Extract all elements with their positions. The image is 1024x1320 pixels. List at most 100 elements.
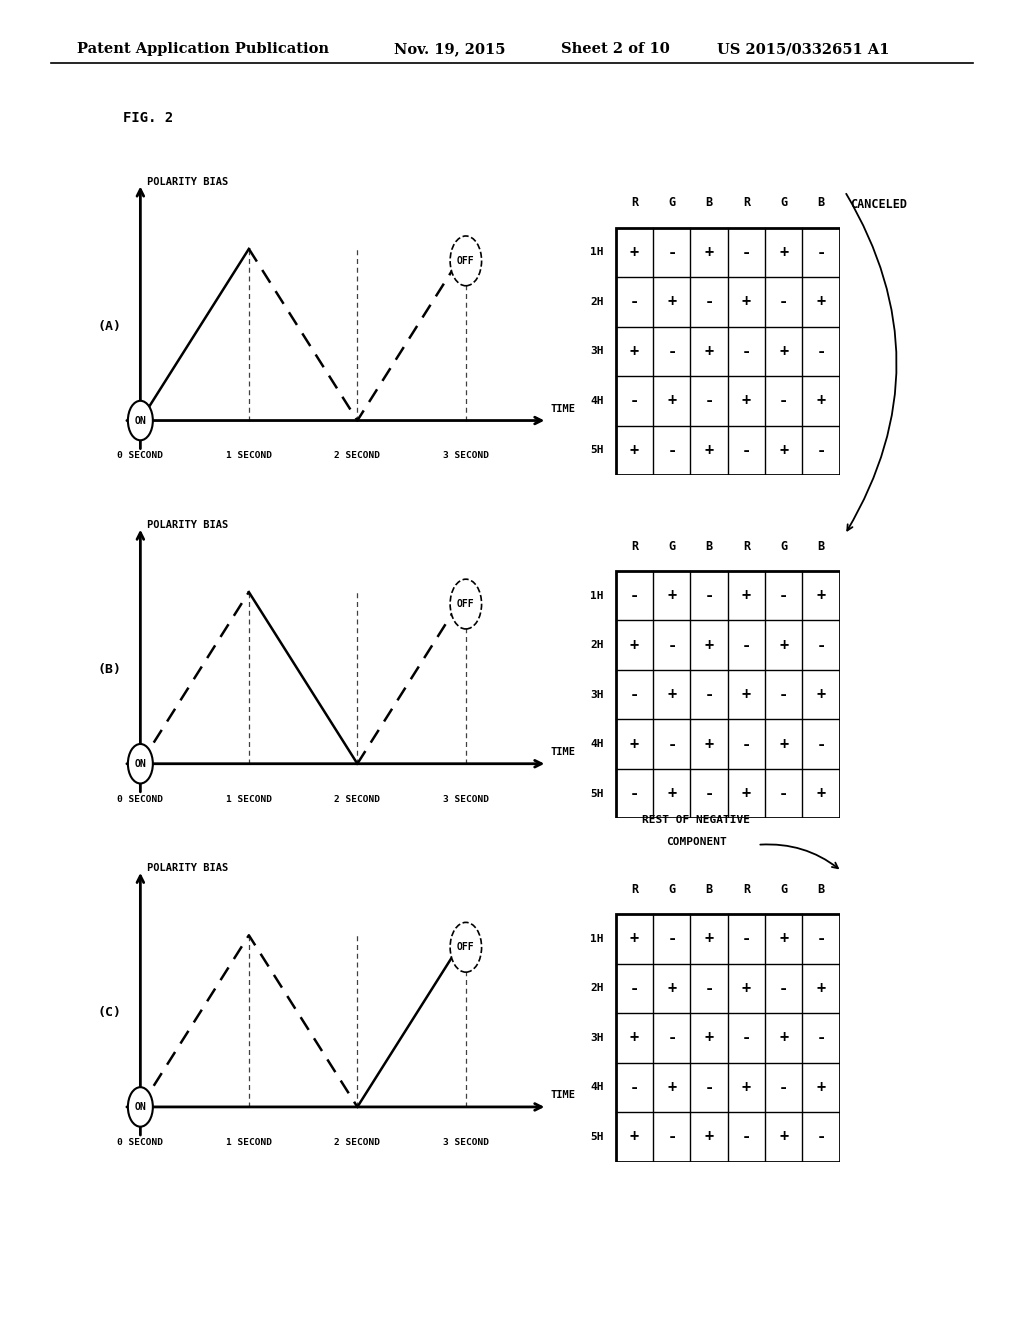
Text: -: - [630, 393, 639, 408]
Text: +: + [816, 787, 825, 801]
Text: -: - [779, 688, 788, 702]
Text: +: + [741, 294, 751, 309]
Text: R: R [631, 883, 638, 896]
Text: +: + [668, 787, 677, 801]
Text: -: - [816, 932, 825, 946]
Text: -: - [668, 1130, 677, 1144]
Text: Sheet 2 of 10: Sheet 2 of 10 [561, 42, 670, 57]
Text: FIG. 2: FIG. 2 [123, 111, 173, 125]
Text: (A): (A) [98, 319, 122, 333]
Text: +: + [741, 1080, 751, 1094]
Text: R: R [631, 540, 638, 553]
Text: 1 SECOND: 1 SECOND [226, 1138, 271, 1147]
Text: +: + [705, 737, 714, 751]
Text: +: + [705, 1031, 714, 1045]
Text: Patent Application Publication: Patent Application Publication [77, 42, 329, 57]
Text: POLARITY BIAS: POLARITY BIAS [146, 863, 228, 873]
Text: +: + [816, 981, 825, 995]
Text: TIME: TIME [551, 747, 575, 756]
Text: +: + [779, 246, 788, 260]
Text: -: - [668, 444, 677, 458]
Text: -: - [668, 246, 677, 260]
Text: +: + [779, 1031, 788, 1045]
Text: -: - [816, 638, 825, 652]
Text: +: + [705, 345, 714, 359]
Text: POLARITY BIAS: POLARITY BIAS [146, 520, 228, 529]
Text: +: + [630, 345, 639, 359]
Text: +: + [779, 444, 788, 458]
Text: +: + [779, 345, 788, 359]
Text: -: - [816, 444, 825, 458]
Text: -: - [779, 589, 788, 603]
Text: B: B [817, 197, 824, 210]
Text: +: + [741, 688, 751, 702]
Text: -: - [705, 589, 714, 603]
Text: 3 SECOND: 3 SECOND [442, 795, 488, 804]
Text: +: + [816, 1080, 825, 1094]
Text: 3H: 3H [591, 1032, 604, 1043]
Text: -: - [741, 345, 751, 359]
Text: B: B [706, 540, 713, 553]
Text: REST OF NEGATIVE: REST OF NEGATIVE [642, 814, 750, 825]
Text: -: - [668, 638, 677, 652]
Text: Nov. 19, 2015: Nov. 19, 2015 [394, 42, 506, 57]
Text: OFF: OFF [457, 599, 475, 609]
Text: -: - [741, 246, 751, 260]
Text: 5H: 5H [591, 788, 604, 799]
Text: +: + [630, 246, 639, 260]
Text: +: + [705, 246, 714, 260]
Text: +: + [705, 638, 714, 652]
Text: R: R [631, 197, 638, 210]
Text: 5H: 5H [591, 1131, 604, 1142]
Text: -: - [668, 737, 677, 751]
Text: +: + [816, 393, 825, 408]
Circle shape [451, 579, 481, 628]
Text: +: + [630, 1031, 639, 1045]
Text: 4H: 4H [591, 1082, 604, 1093]
Text: G: G [669, 540, 676, 553]
Text: -: - [816, 1031, 825, 1045]
Text: -: - [668, 1031, 677, 1045]
Text: -: - [816, 1130, 825, 1144]
Text: +: + [668, 294, 677, 309]
Text: -: - [779, 981, 788, 995]
Text: 2 SECOND: 2 SECOND [335, 795, 380, 804]
Text: CANCELED: CANCELED [850, 198, 907, 211]
Text: ON: ON [134, 759, 146, 768]
Text: +: + [668, 981, 677, 995]
Text: B: B [706, 197, 713, 210]
Text: +: + [779, 737, 788, 751]
Text: (B): (B) [98, 663, 122, 676]
Text: G: G [669, 197, 676, 210]
Text: -: - [630, 688, 639, 702]
Text: B: B [817, 883, 824, 896]
Circle shape [128, 744, 153, 784]
Text: +: + [705, 1130, 714, 1144]
Text: R: R [742, 197, 750, 210]
Text: OFF: OFF [457, 942, 475, 952]
Text: US 2015/0332651 A1: US 2015/0332651 A1 [717, 42, 889, 57]
Text: +: + [668, 1080, 677, 1094]
Text: +: + [816, 688, 825, 702]
Text: 0 SECOND: 0 SECOND [118, 451, 164, 461]
Text: +: + [779, 1130, 788, 1144]
Text: -: - [705, 787, 714, 801]
Text: ON: ON [134, 1102, 146, 1111]
Text: R: R [742, 540, 750, 553]
Text: -: - [741, 638, 751, 652]
Text: +: + [668, 688, 677, 702]
Text: +: + [779, 932, 788, 946]
Text: 1H: 1H [591, 590, 604, 601]
Text: G: G [780, 883, 787, 896]
Text: 3 SECOND: 3 SECOND [442, 451, 488, 461]
Text: -: - [779, 1080, 788, 1094]
Text: G: G [780, 197, 787, 210]
Text: G: G [780, 540, 787, 553]
Text: TIME: TIME [551, 404, 575, 413]
Circle shape [451, 923, 481, 972]
Text: 3 SECOND: 3 SECOND [442, 1138, 488, 1147]
Text: 0 SECOND: 0 SECOND [118, 795, 164, 804]
Text: -: - [741, 737, 751, 751]
Text: 1 SECOND: 1 SECOND [226, 795, 271, 804]
Text: +: + [668, 393, 677, 408]
